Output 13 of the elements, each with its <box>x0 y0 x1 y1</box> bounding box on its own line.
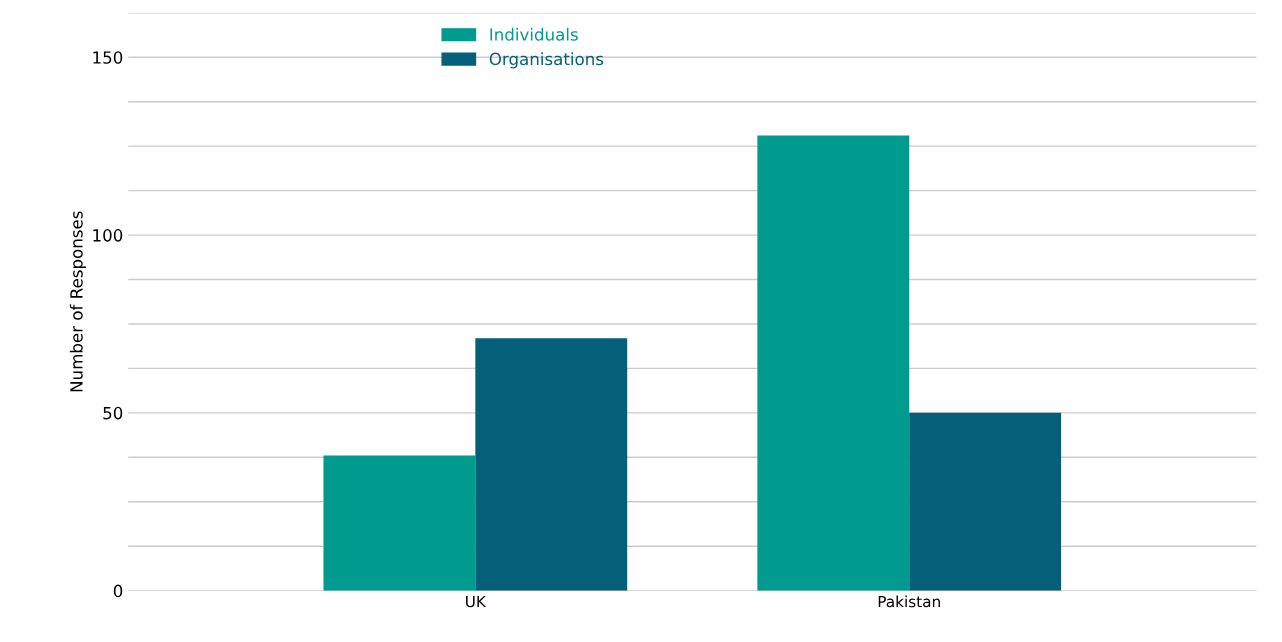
bar <box>323 455 476 591</box>
x-tick-label: UK <box>466 595 487 608</box>
bar <box>757 135 910 591</box>
legend-label: Organisations <box>489 52 604 69</box>
y-tick-label: 0 <box>113 584 123 598</box>
y-tick-label: 100 <box>93 229 123 242</box>
x-tick-label: Pakistan <box>878 595 940 608</box>
bar <box>475 338 628 591</box>
bar <box>909 412 1062 591</box>
y-tick-label: 150 <box>93 51 123 64</box>
y-axis-title: Number of Responses <box>69 211 86 392</box>
legend-label: Individuals <box>490 27 578 41</box>
y-tick-label: 50 <box>103 406 123 420</box>
